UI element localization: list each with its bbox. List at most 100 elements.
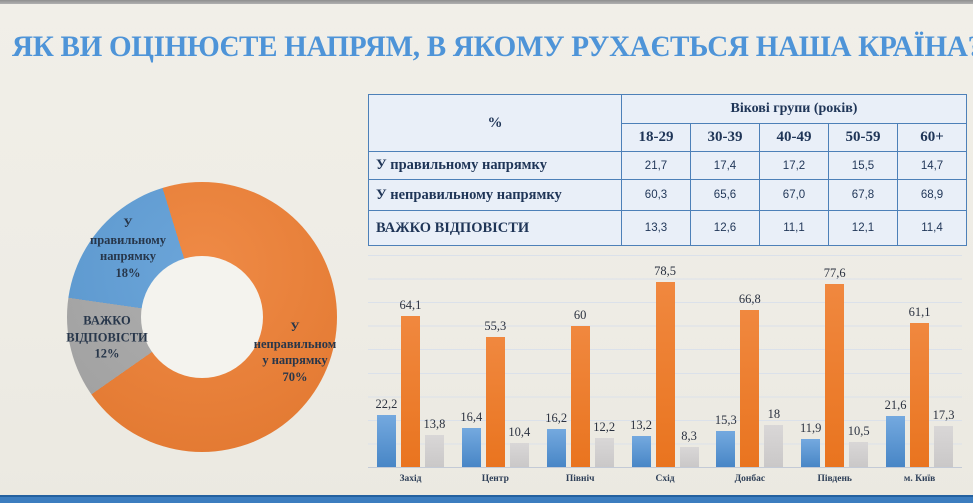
age-column-header: 60+: [896, 123, 968, 152]
donut-label-hard-to-say: ВАЖКО ВІДПОВІСТИ 12%: [66, 313, 148, 361]
bar-wrong-direction: 66,8: [739, 292, 761, 467]
bar-hard-to-say: 13,8: [423, 417, 445, 467]
table-cell-value: 67,8: [828, 179, 898, 211]
category-label: м. Київ: [903, 474, 936, 484]
age-groups-table: % Вікові групи (років) 18-29 30-39 40-49 50…: [368, 94, 968, 246]
table-cell-value: 11,1: [759, 210, 829, 246]
table-cell-value: 65,6: [690, 179, 760, 211]
bar-correct-direction: 21,6: [885, 398, 907, 467]
bar-chart-plot: 22,2 64,1 13,8 16,4 55,3 10,4 16,2 60 12,2 13,2 78…: [368, 255, 962, 468]
bar-value-label: 61,1: [908, 305, 931, 320]
bar-value-label: 8,3: [681, 429, 697, 444]
table-cell-value: 21,7: [621, 151, 691, 180]
bar-group: 16,2 60 12,2: [538, 255, 623, 467]
category-label: Захід: [399, 474, 422, 484]
bar-wrong-direction: 78,5: [654, 264, 676, 467]
category-label: Центр: [481, 474, 509, 484]
bar-value-label: 22,2: [375, 396, 398, 411]
bar-wrong-direction: 60: [570, 308, 590, 467]
donut-hole: [141, 256, 263, 378]
bar-hard-to-say: 17,3: [933, 408, 955, 467]
bar-group: 11,9 77,6 10,5: [792, 255, 877, 467]
bar-group: 13,2 78,5 8,3: [623, 255, 708, 467]
row-label: ВАЖКО ВІДПОВІСТИ: [368, 210, 622, 246]
table-corner-percent: %: [368, 94, 622, 152]
bar-value-label: 18: [767, 406, 781, 421]
age-column-header: 40-49: [759, 123, 829, 152]
age-column-header: 18-29: [621, 123, 691, 152]
table-cell-value: 11,4: [896, 210, 968, 246]
table-cell-value: 12,1: [828, 210, 898, 246]
bar-value-label: 13,2: [630, 417, 652, 432]
bar-correct-direction: 13,2: [630, 418, 652, 467]
bar-cluster: 16,4 55,3 10,4: [453, 255, 538, 467]
table-cell-value: 15,5: [828, 151, 898, 180]
bar-value-label: 77,6: [823, 266, 846, 281]
table-group-header: Вікові групи (років): [620, 94, 968, 124]
bar-value-label: 13,8: [423, 416, 446, 431]
bar-value-label: 10,5: [847, 424, 870, 439]
category-label: Південь: [817, 474, 852, 484]
age-column-header: 50-59: [828, 123, 898, 152]
table-row: У неправильному напрямку 60,3 65,6 67,0 67,8…: [368, 179, 968, 211]
regions-bar-chart: 22,2 64,1 13,8 16,4 55,3 10,4 16,2 60 12,2 13,2 78…: [368, 255, 962, 484]
table-cell-value: 17,2: [759, 151, 829, 180]
table-body: У правильному напрямку 21,7 17,4 17,2 15,5 14…: [368, 151, 968, 246]
bar-value-label: 60: [573, 307, 587, 322]
age-header-row: 18-29 30-39 40-49 50-59 60+: [369, 123, 968, 152]
donut-label-correct-direction: У правильному напрямку 18%: [90, 216, 166, 280]
bar-cluster: 11,9 77,6 10,5: [792, 255, 877, 467]
bar-group: 15,3 66,8 18: [707, 255, 792, 467]
bar-value-label: 21,6: [884, 398, 907, 413]
bar-chart-category-axis: Захід Центр Північ Схід Донбас Південь м. Київ: [368, 474, 962, 484]
bar-correct-direction: 22,2: [375, 397, 397, 467]
page-title: ЯК ВИ ОЦІНЮЄТЕ НАПРЯМ, В ЯКОМУ РУХАЄТЬСЯ…: [12, 30, 973, 63]
bar-correct-direction: 15,3: [715, 413, 737, 467]
bar-value-label: 10,4: [508, 424, 531, 439]
bar-hard-to-say: 18: [764, 407, 784, 467]
table-cell-value: 14,7: [896, 151, 968, 180]
bar-group: 16,4 55,3 10,4: [453, 255, 538, 467]
bar-chart-groups: 22,2 64,1 13,8 16,4 55,3 10,4 16,2 60 12,2 13,2 78…: [368, 255, 962, 467]
category-label: Схід: [655, 474, 675, 484]
bottom-accent-bar: [0, 495, 973, 503]
table-cell-value: 17,4: [690, 151, 760, 180]
table-row: ВАЖКО ВІДПОВІСТИ 13,3 12,6 11,1 12,1 11,4: [368, 210, 968, 246]
bar-value-label: 66,8: [738, 291, 761, 306]
bar-cluster: 15,3 66,8 18: [707, 255, 792, 467]
bar-group: 21,6 61,1 17,3: [877, 255, 962, 467]
bar-value-label: 12,2: [593, 420, 616, 435]
bar-cluster: 13,2 78,5 8,3: [623, 255, 708, 467]
bar-hard-to-say: 12,2: [593, 420, 615, 467]
bar-wrong-direction: 61,1: [909, 305, 931, 467]
donut-chart: У неправильном у напрямку 70% ВАЖКО ВІДП…: [66, 182, 337, 452]
bar-value-label: 78,5: [654, 264, 676, 279]
bar-wrong-direction: 77,6: [824, 266, 846, 467]
table-cell-value: 60,3: [621, 179, 691, 211]
bar-value-label: 16,2: [545, 410, 568, 425]
table-cell-value: 13,3: [621, 210, 691, 246]
bar-cluster: 22,2 64,1 13,8: [368, 255, 453, 467]
donut-label-wrong-direction: У неправильном у напрямку 70%: [253, 320, 337, 384]
row-label: У неправильному напрямку: [368, 179, 622, 211]
category-label: Північ: [565, 474, 595, 484]
bar-value-label: 64,1: [399, 298, 422, 312]
bar-value-label: 11,9: [800, 421, 822, 435]
table-cell-value: 68,9: [896, 179, 968, 211]
row-label: У правильному напрямку: [368, 151, 622, 180]
bar-value-label: 17,3: [932, 408, 955, 423]
bar-value-label: 15,3: [714, 413, 737, 427]
bar-value-label: 55,3: [484, 318, 507, 333]
bar-wrong-direction: 64,1: [399, 298, 421, 467]
age-column-header: 30-39: [690, 123, 760, 152]
bar-cluster: 16,2 60 12,2: [538, 255, 623, 467]
bar-hard-to-say: 10,4: [508, 425, 530, 467]
bar-value-label: 16,4: [460, 410, 483, 425]
bar-wrong-direction: 55,3: [484, 319, 506, 467]
bar-correct-direction: 16,2: [545, 411, 567, 467]
category-label: Донбас: [734, 474, 766, 484]
bar-correct-direction: 11,9: [800, 421, 821, 467]
bar-correct-direction: 16,4: [460, 410, 482, 467]
bar-group: 22,2 64,1 13,8: [368, 255, 453, 467]
table-cell-value: 67,0: [759, 179, 829, 211]
